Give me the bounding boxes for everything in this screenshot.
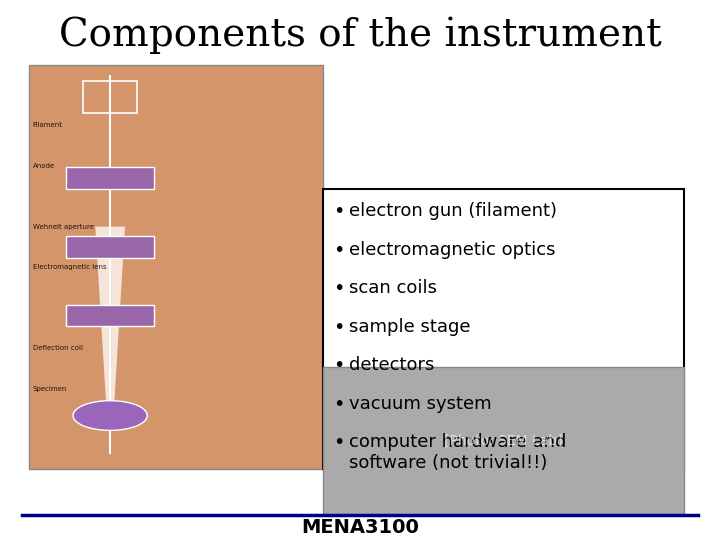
Text: Filament: Filament <box>32 123 63 129</box>
FancyBboxPatch shape <box>323 189 684 469</box>
Bar <box>66 236 154 258</box>
Text: [Photo: SEM Lab]: [Photo: SEM Lab] <box>444 434 563 448</box>
Bar <box>66 167 154 189</box>
Text: scan coils: scan coils <box>348 279 436 297</box>
Text: computer hardware and
software (not trivial!!): computer hardware and software (not triv… <box>348 433 566 472</box>
Text: electron gun (filament): electron gun (filament) <box>348 202 557 220</box>
Text: detectors: detectors <box>348 356 434 374</box>
Text: MENA3100: MENA3100 <box>301 518 419 537</box>
Text: •: • <box>333 241 344 260</box>
Text: Deflection coil: Deflection coil <box>32 345 83 351</box>
Polygon shape <box>95 227 125 426</box>
Ellipse shape <box>73 401 148 430</box>
Text: •: • <box>333 202 344 221</box>
Text: vacuum system: vacuum system <box>348 395 491 413</box>
Text: •: • <box>333 356 344 375</box>
Text: sample stage: sample stage <box>348 318 470 336</box>
Text: Specimen: Specimen <box>32 386 67 392</box>
Text: Components of the instrument: Components of the instrument <box>58 16 662 54</box>
Bar <box>83 81 138 113</box>
Text: Electromagnetic lens: Electromagnetic lens <box>32 264 106 270</box>
Text: •: • <box>333 318 344 336</box>
Text: •: • <box>333 433 344 452</box>
Text: Anode: Anode <box>32 163 55 169</box>
Text: •: • <box>333 395 344 414</box>
Text: Wehnelt aperture: Wehnelt aperture <box>32 224 94 230</box>
Text: electromagnetic optics: electromagnetic optics <box>348 241 555 259</box>
Text: •: • <box>333 279 344 298</box>
FancyBboxPatch shape <box>29 65 323 469</box>
FancyBboxPatch shape <box>323 367 684 515</box>
Bar <box>66 305 154 327</box>
